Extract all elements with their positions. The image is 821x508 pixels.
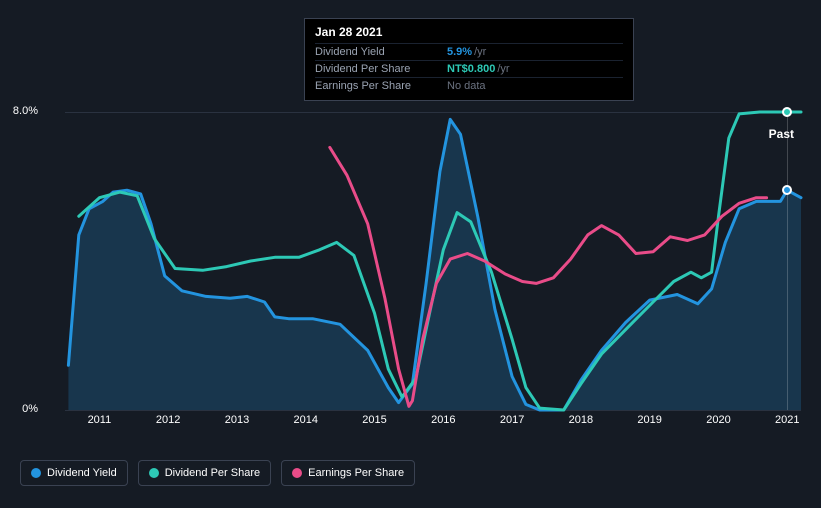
gridline-bottom [65, 410, 801, 411]
legend-item-earnings-per-share[interactable]: Earnings Per Share [281, 460, 415, 486]
tooltip-date: Jan 28 2021 [315, 25, 623, 39]
x-tick-label: 2013 [225, 414, 249, 426]
x-tick-label: 2015 [362, 414, 386, 426]
legend-item-dividend-yield[interactable]: Dividend Yield [20, 460, 128, 486]
x-axis: 2011 2012 2013 2014 2015 2016 2017 2018 2019 2020… [65, 414, 801, 430]
legend-dot-icon [292, 468, 302, 478]
tooltip-label: Dividend Yield [315, 46, 447, 58]
legend-dot-icon [31, 468, 41, 478]
tooltip-row-dividend-per-share: Dividend Per Share NT$0.800 /yr [315, 60, 623, 77]
x-tick-label: 2012 [156, 414, 180, 426]
x-tick-label: 2019 [637, 414, 661, 426]
tooltip-value: No data [447, 80, 486, 92]
x-tick-label: 2021 [775, 414, 799, 426]
hover-dot-dividend-per-share [782, 107, 792, 117]
tooltip-value: 5.9% [447, 46, 472, 58]
plot-area[interactable] [65, 112, 801, 410]
tooltip-label: Dividend Per Share [315, 63, 447, 75]
chart-svg [65, 112, 801, 410]
y-tick-min: 0% [22, 403, 38, 415]
tooltip-suffix: /yr [497, 63, 509, 75]
legend-label: Earnings Per Share [308, 467, 404, 479]
hover-guideline [787, 112, 788, 410]
legend-label: Dividend Yield [47, 467, 117, 479]
legend-dot-icon [149, 468, 159, 478]
legend-item-dividend-per-share[interactable]: Dividend Per Share [138, 460, 271, 486]
tooltip-suffix: /yr [474, 46, 486, 58]
y-tick-max: 8.0% [13, 105, 38, 117]
x-tick-label: 2020 [706, 414, 730, 426]
chart-tooltip: Jan 28 2021 Dividend Yield 5.9% /yr Divi… [304, 18, 634, 101]
past-label: Past [769, 127, 794, 141]
tooltip-value: NT$0.800 [447, 63, 495, 75]
legend-label: Dividend Per Share [165, 467, 260, 479]
x-tick-label: 2016 [431, 414, 455, 426]
x-tick-label: 2017 [500, 414, 524, 426]
x-tick-label: 2011 [88, 414, 112, 426]
tooltip-row-earnings-per-share: Earnings Per Share No data [315, 77, 623, 94]
tooltip-row-dividend-yield: Dividend Yield 5.9% /yr [315, 43, 623, 60]
x-tick-label: 2018 [569, 414, 593, 426]
tooltip-label: Earnings Per Share [315, 80, 447, 92]
chart-legend: Dividend Yield Dividend Per Share Earnin… [20, 460, 415, 486]
x-tick-label: 2014 [293, 414, 317, 426]
hover-dot-dividend-yield [782, 185, 792, 195]
